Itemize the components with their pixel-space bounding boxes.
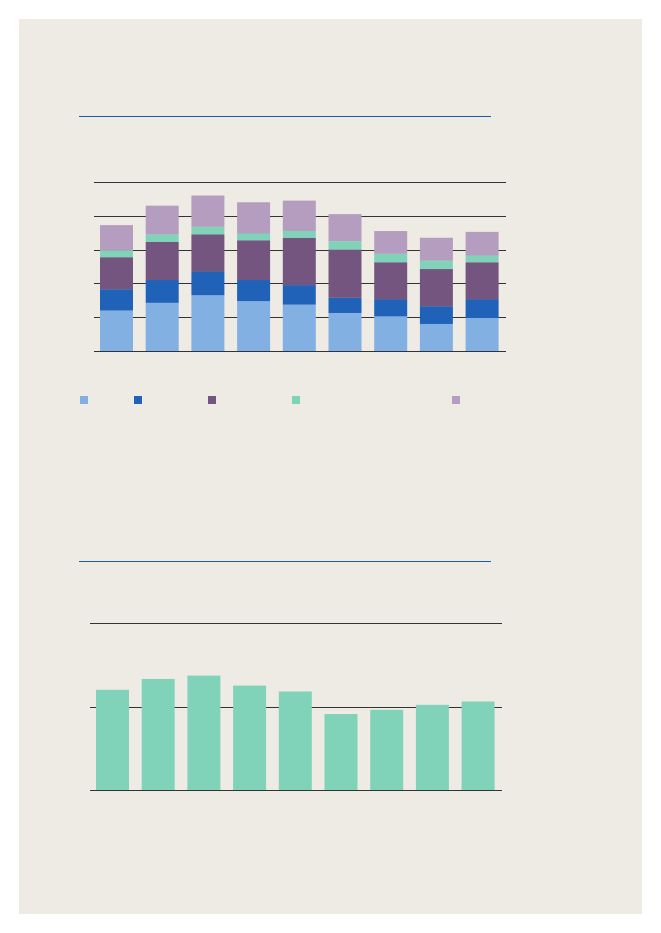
chart2-bar-3 [233,685,267,790]
chart1-bar-segment-2-3 [191,226,225,235]
chart1-bar-segment-6-3 [374,253,408,263]
chart1-bar-segment-7-3 [419,260,453,270]
chart1-legend [19,396,642,408]
legend-swatch-1 [80,396,88,404]
legend-swatch-2 [134,396,142,404]
chart1-bar-segment-5-2 [328,249,362,298]
chart1-bar-segment-4-4 [282,200,316,232]
legend-item-3 [208,396,216,404]
chart2-title-rule [79,561,491,562]
chart2-bar-7 [415,704,449,790]
chart2-bar-0 [96,689,129,790]
chart1-bar-segment-2-2 [191,234,225,272]
legend-item-5 [452,396,460,404]
chart1-bar-segment-7-4 [419,237,453,261]
chart1-bar-segment-1-3 [145,234,179,242]
legend-item-1 [80,396,88,404]
chart1-bar-segment-4-0 [282,304,316,351]
chart1-bar-segment-8-0 [465,318,499,351]
chart1-bar-segment-3-4 [237,202,271,234]
chart2-bar-5 [324,714,358,790]
chart1-bar-segment-5-0 [328,312,362,351]
chart1-bar-segment-0-3 [100,250,133,258]
chart1-bar-segment-0-0 [100,310,133,351]
chart2-bar-1 [141,678,175,790]
chart2-bar-4 [278,691,312,790]
chart1-bar-segment-2-0 [191,295,225,351]
chart2-bar-6 [370,709,404,790]
chart1-bar-segment-6-1 [374,299,408,317]
single-bar-chart [90,623,502,791]
chart1-bar-segment-7-2 [419,269,453,307]
chart1-bar-segment-6-2 [374,262,408,300]
chart1-bar-segment-6-4 [374,231,408,254]
chart1-bar-segment-3-1 [237,280,271,302]
chart1-bar-segment-1-1 [145,280,179,303]
chart1-bar-segment-7-1 [419,306,453,324]
legend-swatch-3 [208,396,216,404]
chart1-bar-segment-7-0 [419,323,453,351]
chart1-bar-segment-1-0 [145,302,179,351]
legend-swatch-5 [452,396,460,404]
chart1-bar-segment-6-0 [374,316,408,351]
legend-swatch-4 [292,396,300,404]
chart1-bar-segment-5-4 [328,214,362,242]
chart1-bar-segment-3-3 [237,233,271,241]
legend-item-2 [134,396,142,404]
chart2-bar-2 [187,675,221,790]
chart1-bar-segment-8-1 [465,299,499,319]
chart1-bar-segment-3-0 [237,301,271,351]
stacked-bar-chart [94,182,506,352]
legend-item-4 [292,396,300,404]
chart1-bar-segment-5-3 [328,241,362,250]
chart1-bar-segment-1-4 [145,205,179,235]
chart1-bar-segment-0-4 [100,225,133,251]
chart1-bar-segment-0-2 [100,257,133,290]
chart2-bar-8 [461,701,495,790]
chart1-bar-segment-4-3 [282,231,316,238]
chart1-bar-segment-3-2 [237,240,271,281]
chart1-bar-segment-2-1 [191,271,225,296]
chart1-bar-segment-0-1 [100,289,133,311]
chart1-bar-segment-1-2 [145,241,179,281]
chart1-bar-segment-8-4 [465,231,499,256]
report-page [19,19,642,914]
chart1-bar-segment-8-2 [465,262,499,300]
chart1-bar-segment-5-1 [328,297,362,313]
chart1-bar-segment-4-1 [282,285,316,305]
chart1-bar-segment-2-4 [191,195,225,227]
chart1-title-rule [79,116,491,117]
chart1-bar-segment-4-2 [282,237,316,286]
chart1-bar-segment-8-3 [465,255,499,263]
